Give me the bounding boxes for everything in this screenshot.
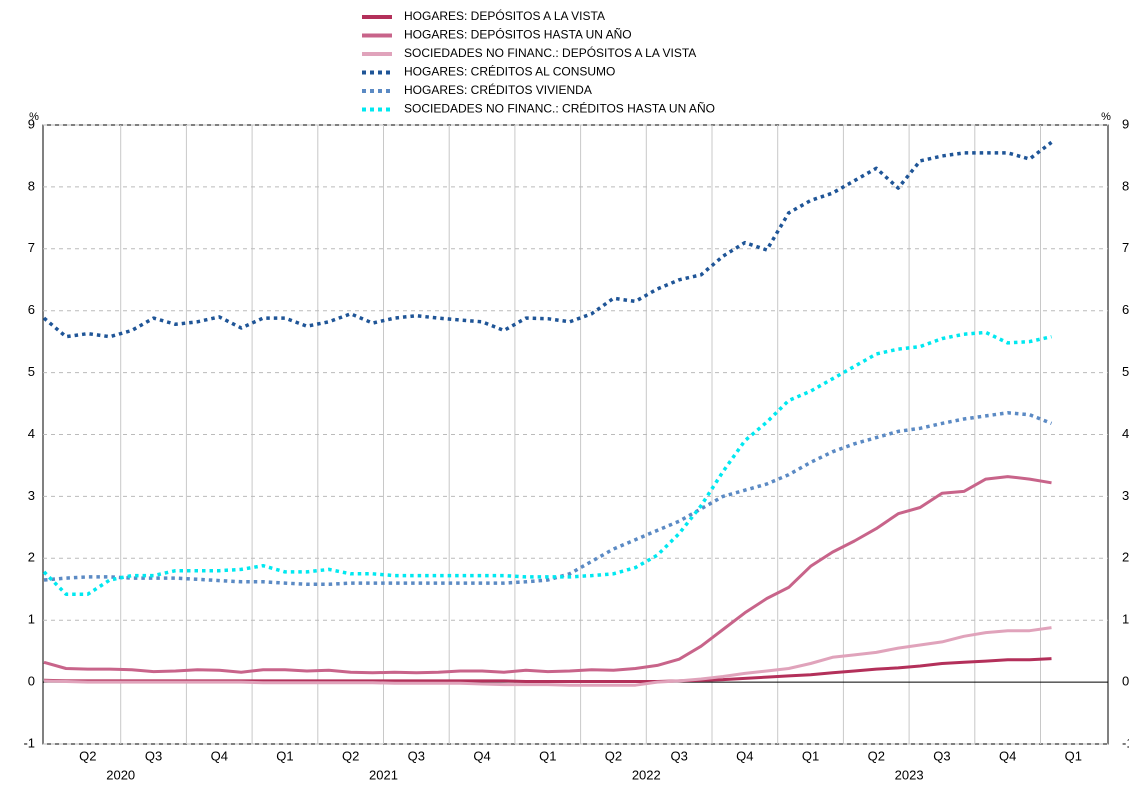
y-tick-label-right: 1 (1122, 612, 1129, 627)
legend-label: HOGARES: DEPÓSITOS HASTA UN AÑO (404, 27, 632, 42)
series-line (42, 330, 1052, 596)
legend-label: SOCIEDADES NO FINANC.: CRÉDITOS HASTA UN… (404, 101, 715, 116)
x-tick-label: Q3 (933, 748, 950, 763)
y-tick-label: 5 (28, 364, 35, 379)
y-tick-label: 9 (28, 116, 35, 131)
y-tick-label-right: -1 (1122, 735, 1129, 750)
y-tick-label-right: 4 (1122, 426, 1129, 441)
year-label: 2023 (895, 767, 924, 782)
legend-label: HOGARES: DEPÓSITOS A LA VISTA (404, 8, 605, 23)
y-tick-label: 7 (28, 240, 35, 255)
x-tick-label: Q3 (408, 748, 425, 763)
x-tick-label: Q4 (473, 748, 490, 763)
y-tick-label: 4 (28, 426, 35, 441)
year-label: 2022 (632, 767, 661, 782)
y-tick-label-right: 6 (1122, 302, 1129, 317)
x-tick-label: Q4 (999, 748, 1016, 763)
y-tick-label-right: 3 (1122, 488, 1129, 503)
y-tick-label-right: 8 (1122, 178, 1129, 193)
y-tick-label: 0 (28, 674, 35, 689)
legend-label: HOGARES: CRÉDITOS VIVIENDA (404, 82, 592, 97)
series-line (42, 140, 1053, 339)
series-line (43, 626, 1052, 687)
y-unit-right: % (1101, 111, 1111, 123)
x-tick-label: Q2 (868, 748, 885, 763)
x-tick-label: Q2 (342, 748, 359, 763)
legend-label: SOCIEDADES NO FINANC.: DEPÓSITOS A LA VI… (404, 45, 696, 60)
y-tick-label: 3 (28, 488, 35, 503)
year-label: 2020 (106, 767, 135, 782)
x-tick-label: Q4 (736, 748, 753, 763)
x-tick-label: Q1 (802, 748, 819, 763)
y-tick-label-right: 7 (1122, 240, 1129, 255)
x-tick-label: Q3 (670, 748, 687, 763)
x-tick-label: Q1 (539, 748, 556, 763)
x-tick-label: Q2 (79, 748, 96, 763)
x-tick-label: Q1 (1065, 748, 1082, 763)
series-line (43, 411, 1053, 587)
legend-label: HOGARES: CRÉDITOS AL CONSUMO (404, 64, 615, 79)
y-tick-label: 8 (28, 178, 35, 193)
x-tick-label: Q4 (211, 748, 228, 763)
y-tick-label: -1 (23, 735, 35, 750)
y-tick-label: 1 (28, 612, 35, 627)
y-unit-left: % (29, 111, 39, 123)
y-tick-label: 6 (28, 302, 35, 317)
year-label: 2021 (369, 767, 398, 782)
y-tick-label: 2 (28, 550, 35, 565)
y-tick-label-right: 0 (1122, 674, 1129, 689)
series-line (43, 475, 1052, 675)
x-tick-label: Q2 (605, 748, 622, 763)
y-tick-label-right: 5 (1122, 364, 1129, 379)
y-tick-label-right: 2 (1122, 550, 1129, 565)
x-tick-label: Q3 (145, 748, 162, 763)
x-tick-label: Q1 (276, 748, 293, 763)
y-tick-label-right: 9 (1122, 116, 1129, 131)
